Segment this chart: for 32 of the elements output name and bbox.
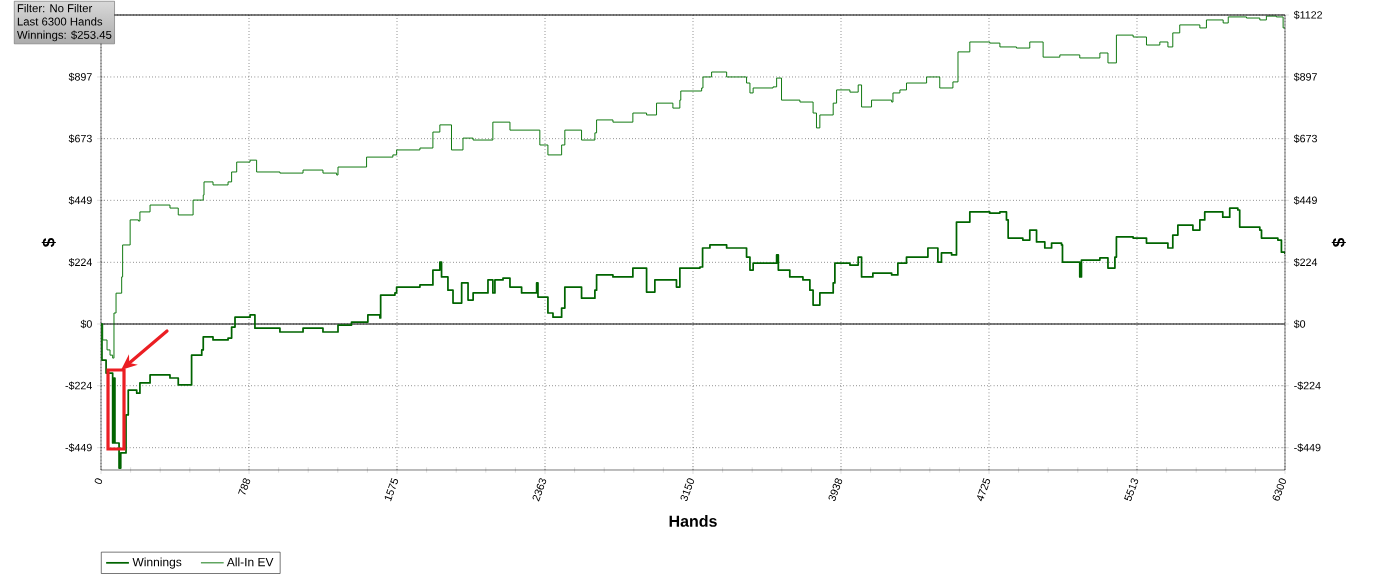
y-tick-label: $224 <box>68 257 92 267</box>
y-tick-label: $673 <box>68 134 92 143</box>
y2-tick-label: $449 <box>1293 196 1317 205</box>
x-tick-label: 788 <box>238 478 251 495</box>
y2-tick-label: -$224 <box>1294 381 1321 391</box>
y-tick-label: -$224 <box>65 381 92 391</box>
y2-axis-title: $ <box>1331 237 1346 248</box>
y-axis-title: $ <box>41 237 56 248</box>
y2-tick-label: $224 <box>1293 257 1318 267</box>
y2-tick-label: -$449 <box>1294 443 1321 452</box>
annotation: Winnings: $253.45 <box>16 30 112 42</box>
y-tick-label: $449 <box>68 196 92 205</box>
legend-label: Winnings <box>132 557 182 569</box>
legend-label: All-In EV <box>226 557 274 567</box>
y2-tick-label: $673 <box>1293 134 1317 143</box>
y-tick-label: $897 <box>68 72 92 82</box>
x-tick-label: 0 <box>94 478 103 485</box>
x-axis-title: Hands <box>669 515 717 527</box>
x-tick-label: 5513 <box>1124 478 1139 502</box>
x-tick-label: 3938 <box>828 478 843 502</box>
x-tick-label: 4725 <box>977 477 991 502</box>
y2-tick-label: $897 <box>1293 72 1317 82</box>
y2-tick-label: $1122 <box>1293 10 1323 20</box>
y-tick-label: -$449 <box>65 443 92 452</box>
y2-tick-label: $0 <box>1293 319 1306 329</box>
x-tick-label: 6300 <box>1272 478 1287 501</box>
annotation: Last 6300 Hands <box>17 17 103 26</box>
x-tick-label: 1575 <box>384 477 399 502</box>
y-tick-label: $0 <box>80 319 92 329</box>
x-tick-label: 3150 <box>680 478 695 502</box>
x-tick-label: 2363 <box>532 478 547 502</box>
text: Filter: No Filter <box>17 3 93 13</box>
